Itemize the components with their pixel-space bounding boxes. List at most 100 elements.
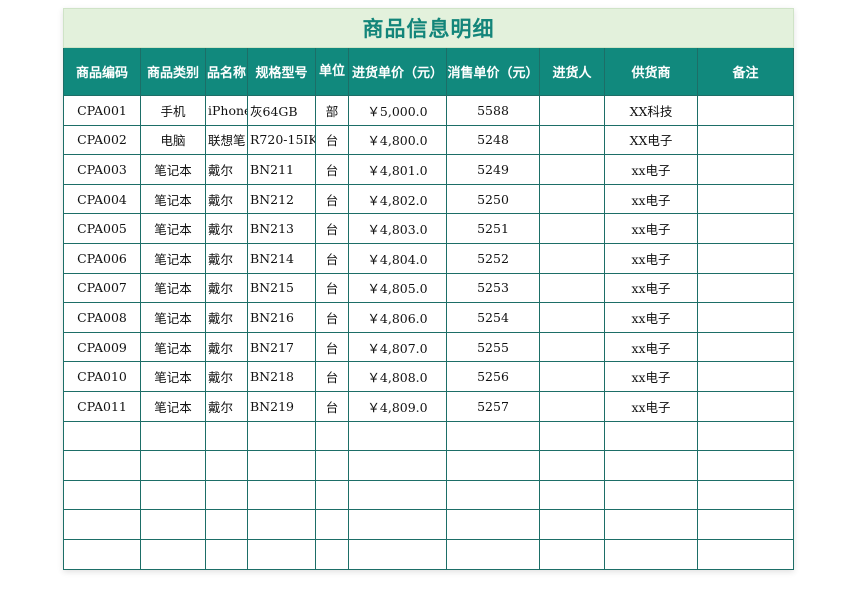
empty-cell (205, 479, 248, 511)
table-cell: BN213 (247, 213, 316, 244)
table-cell: 5254 (446, 302, 540, 333)
table-cell (539, 213, 605, 244)
table-cell: CPA009 (63, 331, 141, 363)
table-cell: iPhone (205, 95, 248, 126)
data-row: CPA003 笔记本 戴尔 BN211 台 ￥4,801.0 5249 xx电子 (63, 154, 795, 185)
empty-cell (539, 538, 605, 570)
table-cell: ￥4,803.0 (348, 213, 447, 244)
table-cell: 台 (315, 242, 349, 274)
table-cell: BN218 (247, 361, 316, 392)
table-cell: 部 (315, 95, 349, 126)
table-cell (696, 242, 795, 274)
table-cell: xx电子 (604, 331, 698, 363)
header-cell: 进货单价（元） (348, 47, 447, 96)
empty-row (63, 509, 795, 540)
empty-cell (696, 479, 795, 511)
empty-cell (696, 538, 795, 570)
empty-cell (696, 450, 795, 481)
empty-cell (446, 420, 540, 452)
table-cell: XX电子 (604, 124, 698, 156)
empty-cell (604, 450, 698, 481)
data-row: CPA001 手机 iPhone 灰64GB 部 ￥5,000.0 5588 XX科技 (63, 95, 795, 126)
table-cell: 戴尔 (205, 302, 248, 333)
empty-cell (63, 450, 141, 481)
empty-cell (446, 509, 540, 540)
table-cell: 手机 (140, 95, 206, 126)
table-cell: CPA002 (63, 124, 141, 156)
empty-cell (205, 450, 248, 481)
empty-cell (315, 538, 349, 570)
empty-cell (696, 420, 795, 452)
title-row: 商品信息明细 (62, 8, 795, 48)
table-cell: 笔记本 (140, 302, 206, 333)
table-cell: BN219 (247, 390, 316, 422)
empty-cell (247, 538, 316, 570)
table-cell: ￥4,809.0 (348, 390, 447, 422)
table-cell: 戴尔 (205, 361, 248, 392)
table-cell: 5588 (446, 95, 540, 126)
table-cell: 台 (315, 361, 349, 392)
empty-cell (247, 479, 316, 511)
data-row: CPA008 笔记本 戴尔 BN216 台 ￥4,806.0 5254 xx电子 (63, 302, 795, 333)
table-cell (539, 390, 605, 422)
table-cell: CPA007 (63, 272, 141, 304)
data-row: CPA006 笔记本 戴尔 BN214 台 ￥4,804.0 5252 xx电子 (63, 242, 795, 274)
table-cell (539, 242, 605, 274)
table-cell: 5257 (446, 390, 540, 422)
table-cell: 5252 (446, 242, 540, 274)
empty-cell (539, 509, 605, 540)
table-cell: 台 (315, 302, 349, 333)
table-cell: 电脑 (140, 124, 206, 156)
empty-cell (315, 509, 349, 540)
table-cell: 笔记本 (140, 361, 206, 392)
table-cell (539, 183, 605, 215)
table-cell (539, 124, 605, 156)
header-cell: 品名称 (205, 47, 248, 96)
table-cell (696, 390, 795, 422)
table-cell (539, 361, 605, 392)
data-row: CPA002 电脑 联想笔 R720-15IKI 台 ￥4,800.0 5248 XX电子 (63, 124, 795, 156)
table-cell: BN215 (247, 272, 316, 304)
table-cell (539, 154, 605, 185)
table-cell: CPA006 (63, 242, 141, 274)
data-row: CPA005 笔记本 戴尔 BN213 台 ￥4,803.0 5251 xx电子 (63, 213, 795, 244)
table-cell: ￥4,806.0 (348, 302, 447, 333)
table-cell: 笔记本 (140, 242, 206, 274)
table-cell: CPA011 (63, 390, 141, 422)
table-cell (696, 213, 795, 244)
table-body: 商品信息明细 商品编码 商品类别 品名称 规格型号 单位 进货单价（元） 消售单价（元） 进货… (62, 8, 795, 570)
table-cell: xx电子 (604, 361, 698, 392)
empty-cell (205, 538, 248, 570)
table-cell: 5256 (446, 361, 540, 392)
table-cell: 台 (315, 331, 349, 363)
empty-cell (247, 509, 316, 540)
header-cell: 进货人 (539, 47, 605, 96)
table-cell: ￥5,000.0 (348, 95, 447, 126)
empty-cell (63, 509, 141, 540)
header-cell: 商品编码 (63, 47, 141, 96)
empty-cell (446, 479, 540, 511)
table-cell: 5255 (446, 331, 540, 363)
table-cell: xx电子 (604, 390, 698, 422)
empty-cell (63, 479, 141, 511)
header-cell: 规格型号 (247, 47, 316, 96)
empty-row (63, 479, 795, 511)
header-cell: 单位 (315, 47, 349, 96)
table-cell: 台 (315, 272, 349, 304)
table-cell: xx电子 (604, 213, 698, 244)
empty-cell (140, 420, 206, 452)
empty-cell (348, 538, 447, 570)
table-cell: 戴尔 (205, 154, 248, 185)
empty-cell (63, 538, 141, 570)
empty-cell (140, 450, 206, 481)
header-cell: 消售单价（元） (446, 47, 540, 96)
header-row: 商品编码 商品类别 品名称 规格型号 单位 进货单价（元） 消售单价（元） 进货人 供货商 备注 (63, 47, 795, 96)
table-cell: BN212 (247, 183, 316, 215)
table-cell: ￥4,808.0 (348, 361, 447, 392)
table-cell: ￥4,807.0 (348, 331, 447, 363)
table-cell (696, 272, 795, 304)
table-cell (539, 272, 605, 304)
table-cell: ￥4,800.0 (348, 124, 447, 156)
table-cell (696, 95, 795, 126)
